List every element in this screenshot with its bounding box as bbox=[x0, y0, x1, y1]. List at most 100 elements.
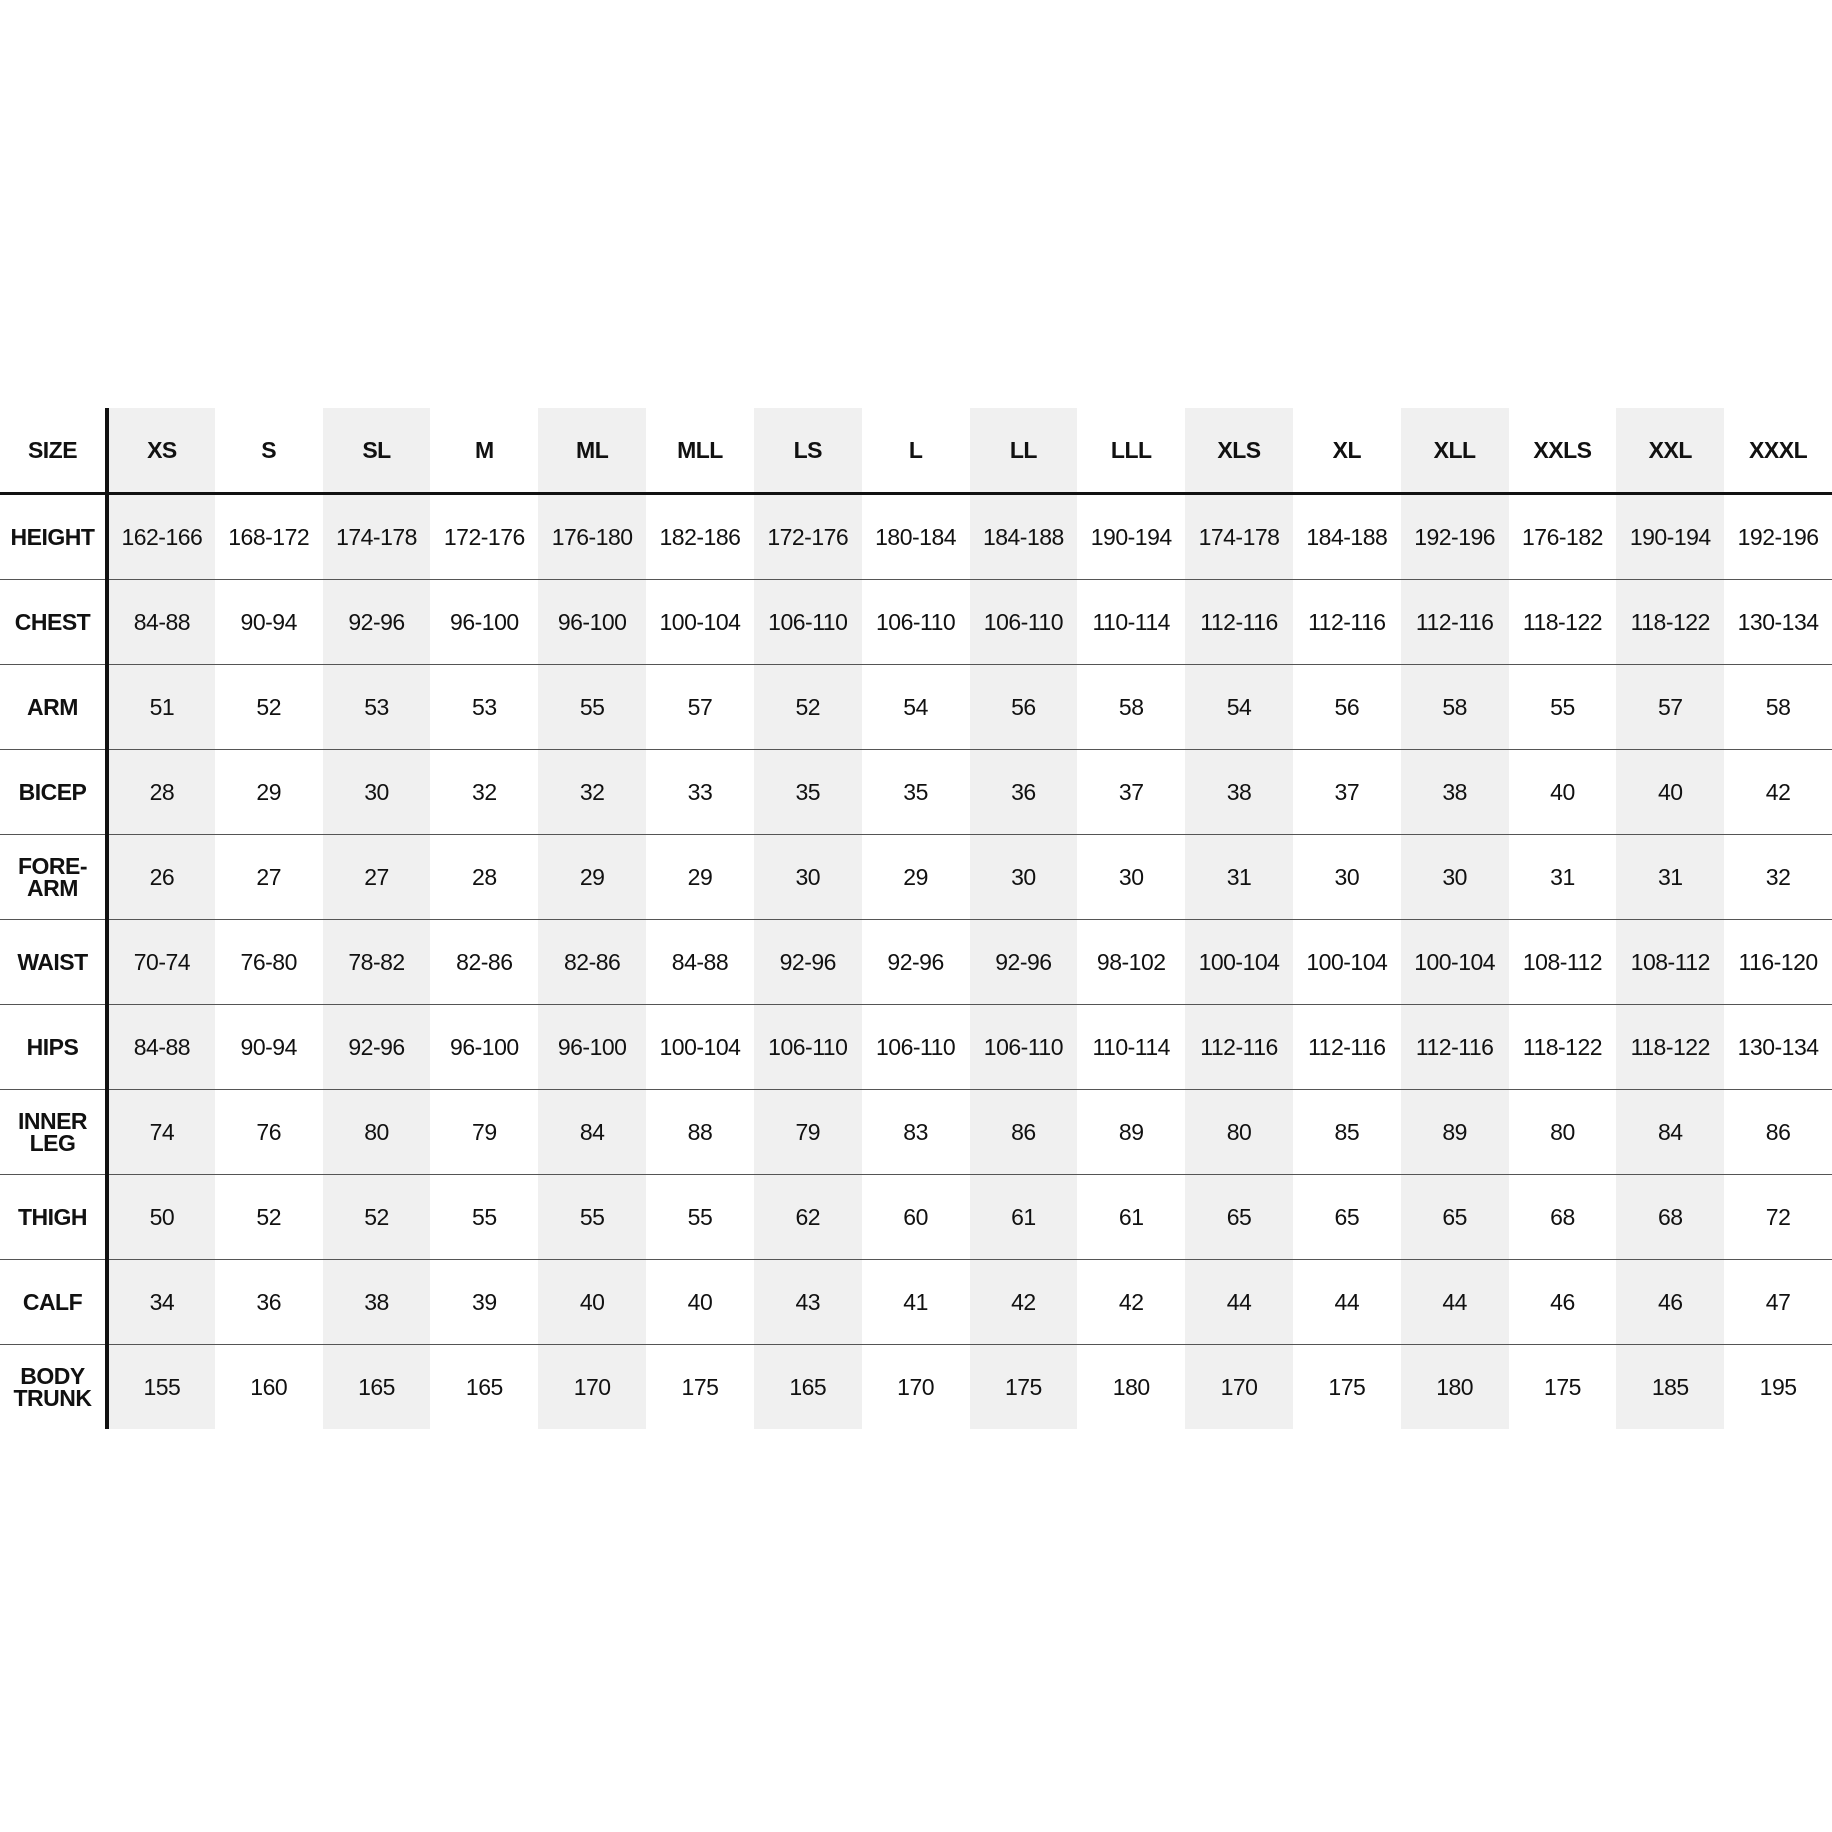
table-cell: 96-100 bbox=[430, 579, 539, 665]
table-cell: 182-186 bbox=[646, 493, 754, 580]
table-cell: 106-110 bbox=[753, 579, 862, 665]
table-cell: 40 bbox=[1616, 749, 1725, 835]
table-cell: 172-176 bbox=[430, 493, 539, 580]
table-cell: 52 bbox=[753, 664, 862, 750]
size-chart: SIZE XS S SL M ML MLL LS L LL LLL XLS XL XLL XXLS XXL X… bbox=[0, 408, 1832, 1429]
table-cell: 175 bbox=[681, 1373, 719, 1400]
table-cell: 192-196 bbox=[1400, 493, 1509, 580]
table-cell: 61 bbox=[969, 1174, 1078, 1260]
table-cell: 58 bbox=[1077, 664, 1186, 750]
table-cell: 106-110 bbox=[969, 1004, 1078, 1090]
row-label: ARM bbox=[0, 664, 109, 750]
table-cell: 65 bbox=[1400, 1174, 1509, 1260]
table-cell: 130-134 bbox=[1724, 1004, 1832, 1090]
table-cell: 96-100 bbox=[430, 1004, 539, 1090]
table-cell: 90-94 bbox=[214, 579, 323, 665]
table-cell: 83 bbox=[861, 1089, 970, 1175]
table-cell: 30 bbox=[753, 834, 862, 920]
table-row: WAIST 70-74 76-80 78-82 82-86 82-86 84-88 92-96… bbox=[0, 919, 1832, 1005]
table-cell: 112-116 bbox=[1292, 1004, 1401, 1090]
table-cell: 180-184 bbox=[861, 493, 970, 580]
table-cell: 30 bbox=[969, 834, 1078, 920]
table-cell: 38 bbox=[1185, 749, 1293, 835]
table-cell: 72 bbox=[1724, 1174, 1832, 1260]
table-cell: 89 bbox=[1077, 1089, 1186, 1175]
table-cell: 176-182 bbox=[1508, 493, 1617, 580]
table-cell: 118-122 bbox=[1508, 579, 1617, 665]
table-cell: 68 bbox=[1508, 1174, 1617, 1260]
table-cell: 108-112 bbox=[1508, 919, 1617, 1005]
row-label: THIGH bbox=[0, 1174, 109, 1260]
table-cell: 184-188 bbox=[1292, 493, 1401, 580]
size-header-xxxl: XXXL bbox=[1724, 408, 1832, 495]
row-label: INNER LEG bbox=[0, 1089, 109, 1175]
table-cell: 55 bbox=[646, 1174, 754, 1260]
table-cell: 180 bbox=[1400, 1344, 1509, 1429]
table-cell: 40 bbox=[646, 1259, 754, 1345]
table-cell: 53 bbox=[430, 664, 539, 750]
table-cell: 42 bbox=[969, 1259, 1078, 1345]
table-cell: 70-74 bbox=[107, 919, 215, 1005]
table-cell: 26 bbox=[107, 834, 215, 920]
table-cell: 29 bbox=[538, 834, 647, 920]
table-cell: 106-110 bbox=[861, 579, 970, 665]
table-cell: 155 bbox=[107, 1344, 215, 1429]
table-cell: 50 bbox=[107, 1174, 215, 1260]
table-cell: 98-102 bbox=[1077, 919, 1186, 1005]
table-cell: 58 bbox=[1400, 664, 1509, 750]
table-cell: 84 bbox=[538, 1089, 647, 1175]
table-cell: 175 bbox=[1544, 1373, 1581, 1400]
table-cell: 100-104 bbox=[1400, 919, 1509, 1005]
size-header-mll: MLL bbox=[646, 408, 754, 495]
table-cell: 36 bbox=[214, 1259, 323, 1345]
table-cell: 190-194 bbox=[1616, 493, 1725, 580]
table-cell: 92-96 bbox=[753, 919, 862, 1005]
table-cell: 38 bbox=[1400, 749, 1509, 835]
table-cell: 33 bbox=[646, 749, 754, 835]
table-cell: 165 bbox=[322, 1344, 431, 1429]
row-label: CHEST bbox=[0, 579, 109, 665]
corner-label: SIZE bbox=[0, 408, 109, 495]
table-cell: 31 bbox=[1508, 834, 1617, 920]
table-cell: 112-116 bbox=[1400, 579, 1509, 665]
table-cell: 55 bbox=[538, 1174, 647, 1260]
table-row: HIPS 84-88 90-94 92-96 96-100 96-100 100-104 10… bbox=[0, 1004, 1832, 1090]
table-cell: 40 bbox=[1508, 749, 1617, 835]
table-cell: 79 bbox=[430, 1089, 539, 1175]
table-cell: 165 bbox=[465, 1373, 503, 1400]
size-header-s: S bbox=[214, 408, 323, 495]
table-row: INNER LEG 74 76 80 79 84 88 79 83 86 89 80 85 89 80 84 8… bbox=[0, 1089, 1832, 1175]
table-cell: 106-110 bbox=[969, 579, 1078, 665]
table-cell: 44 bbox=[1400, 1259, 1509, 1345]
table-cell: 76-80 bbox=[214, 919, 323, 1005]
table-cell: 58 bbox=[1724, 664, 1832, 750]
table-cell: 172-176 bbox=[753, 493, 862, 580]
size-header-sl: SL bbox=[322, 408, 431, 495]
table-cell: 118-122 bbox=[1616, 1004, 1725, 1090]
table-cell: 130-134 bbox=[1724, 579, 1832, 665]
table-cell: 39 bbox=[430, 1259, 539, 1345]
table-cell: 195 bbox=[1759, 1373, 1797, 1400]
table-cell: 84-88 bbox=[107, 579, 215, 665]
row-label: FORE- ARM bbox=[0, 834, 109, 920]
size-header-xl: XL bbox=[1292, 408, 1401, 495]
table-cell: 192-196 bbox=[1724, 493, 1832, 580]
table-cell: 36 bbox=[969, 749, 1078, 835]
table-cell: 96-100 bbox=[538, 579, 647, 665]
table-cell: 30 bbox=[322, 749, 431, 835]
table-cell: 44 bbox=[1185, 1259, 1293, 1345]
table-cell: 65 bbox=[1185, 1174, 1293, 1260]
table-cell: 176-180 bbox=[538, 493, 647, 580]
table-cell: 40 bbox=[538, 1259, 647, 1345]
table-cell: 82-86 bbox=[538, 919, 647, 1005]
table-cell: 52 bbox=[214, 1174, 323, 1260]
table-cell: 46 bbox=[1616, 1259, 1725, 1345]
table-cell: 185 bbox=[1616, 1344, 1725, 1429]
table-cell: 52 bbox=[214, 664, 323, 750]
table-cell: 43 bbox=[753, 1259, 862, 1345]
table-cell: 32 bbox=[538, 749, 647, 835]
size-header-ls: LS bbox=[753, 408, 862, 495]
table-cell: 47 bbox=[1724, 1259, 1832, 1345]
table-cell: 92-96 bbox=[969, 919, 1078, 1005]
table-cell: 165 bbox=[753, 1344, 862, 1429]
